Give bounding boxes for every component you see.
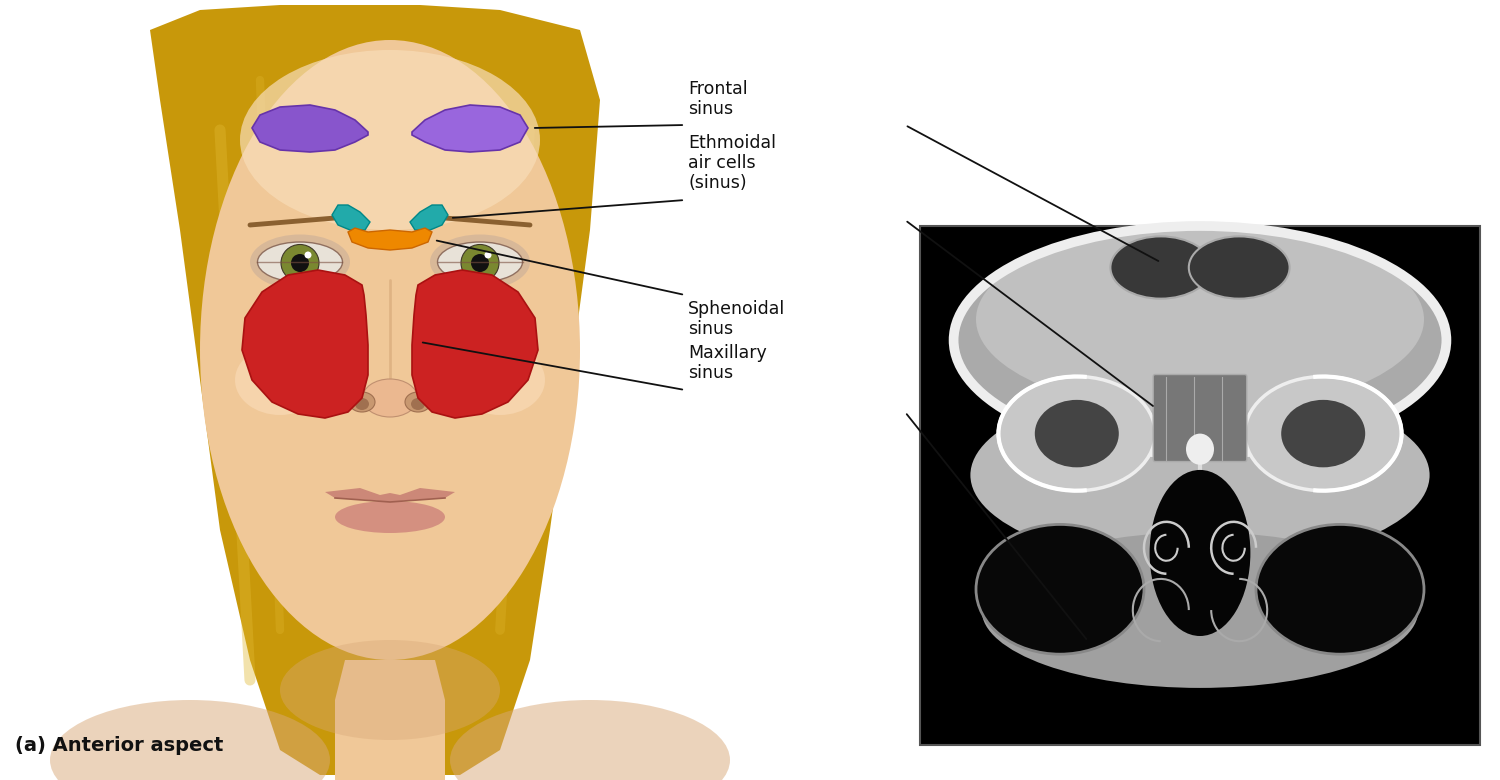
Polygon shape bbox=[334, 660, 446, 780]
Ellipse shape bbox=[1190, 236, 1290, 299]
FancyBboxPatch shape bbox=[1154, 374, 1246, 462]
Ellipse shape bbox=[970, 385, 1430, 566]
Ellipse shape bbox=[200, 40, 580, 660]
Ellipse shape bbox=[454, 345, 544, 415]
Ellipse shape bbox=[1149, 470, 1251, 636]
Ellipse shape bbox=[1110, 236, 1210, 299]
Polygon shape bbox=[348, 228, 432, 250]
Ellipse shape bbox=[1186, 434, 1214, 465]
Ellipse shape bbox=[430, 235, 530, 289]
Ellipse shape bbox=[350, 392, 375, 412]
Polygon shape bbox=[413, 105, 528, 152]
Ellipse shape bbox=[356, 398, 369, 410]
Polygon shape bbox=[410, 205, 448, 230]
Ellipse shape bbox=[1256, 524, 1424, 654]
Text: Ethmoidal
air cells
(sinus): Ethmoidal air cells (sinus) bbox=[688, 134, 776, 192]
Ellipse shape bbox=[1035, 400, 1119, 467]
Polygon shape bbox=[252, 105, 368, 152]
Polygon shape bbox=[242, 270, 368, 418]
FancyBboxPatch shape bbox=[920, 226, 1480, 745]
Ellipse shape bbox=[405, 392, 430, 412]
Ellipse shape bbox=[471, 254, 489, 272]
Text: Frontal
sinus: Frontal sinus bbox=[688, 80, 747, 118]
Ellipse shape bbox=[976, 226, 1424, 413]
Ellipse shape bbox=[304, 251, 312, 258]
Ellipse shape bbox=[1245, 377, 1401, 491]
Ellipse shape bbox=[291, 254, 309, 272]
Text: Maxillary
sinus: Maxillary sinus bbox=[688, 344, 766, 382]
Ellipse shape bbox=[976, 524, 1144, 654]
Ellipse shape bbox=[50, 700, 330, 780]
Ellipse shape bbox=[363, 379, 417, 417]
Ellipse shape bbox=[450, 700, 730, 780]
Ellipse shape bbox=[484, 251, 492, 258]
Ellipse shape bbox=[1281, 400, 1365, 467]
Ellipse shape bbox=[258, 242, 342, 282]
Ellipse shape bbox=[334, 501, 446, 533]
Ellipse shape bbox=[954, 226, 1446, 455]
Ellipse shape bbox=[999, 377, 1155, 491]
Ellipse shape bbox=[438, 242, 522, 282]
Text: (a) Anterior aspect: (a) Anterior aspect bbox=[15, 736, 223, 755]
Polygon shape bbox=[413, 270, 538, 418]
Text: Sphenoidal
sinus: Sphenoidal sinus bbox=[688, 300, 786, 338]
Polygon shape bbox=[326, 488, 454, 502]
Ellipse shape bbox=[460, 244, 500, 282]
Ellipse shape bbox=[236, 345, 326, 415]
Ellipse shape bbox=[411, 398, 424, 410]
Polygon shape bbox=[332, 205, 370, 230]
Polygon shape bbox=[150, 5, 600, 775]
Ellipse shape bbox=[280, 640, 500, 740]
Ellipse shape bbox=[240, 50, 540, 230]
Ellipse shape bbox=[280, 244, 320, 282]
Ellipse shape bbox=[981, 532, 1419, 688]
Ellipse shape bbox=[251, 235, 350, 289]
